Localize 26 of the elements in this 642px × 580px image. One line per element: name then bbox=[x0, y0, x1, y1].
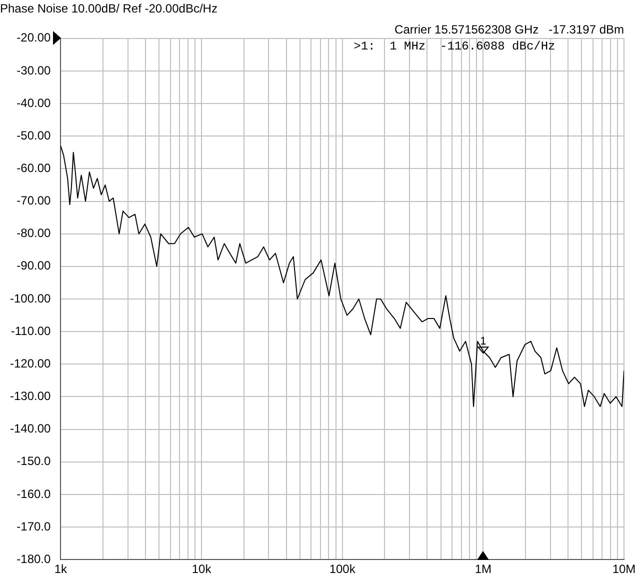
x-tick-label: 10k bbox=[192, 562, 212, 576]
y-tick-label: -30.00 bbox=[16, 63, 52, 78]
y-tick-label: -170.0 bbox=[16, 519, 52, 534]
x-tick-label: 100k bbox=[329, 562, 356, 576]
y-tick-label: -140.00 bbox=[10, 422, 52, 436]
text: Carrier 15.571562308 GHz -17.3197 dBm bbox=[394, 22, 624, 37]
annotation: 1 bbox=[480, 336, 486, 348]
y-tick-label: -160.0 bbox=[16, 486, 52, 501]
y-tick-label: -120.00 bbox=[10, 356, 52, 370]
y-tick-label: -40.00 bbox=[16, 96, 52, 110]
y-tick-label: -180.0 bbox=[16, 552, 52, 566]
y-tick-label: -150.0 bbox=[16, 454, 52, 468]
x-tick-label: 1M bbox=[474, 562, 492, 576]
y-tick-label: -130.00 bbox=[10, 389, 52, 404]
annotation: >1: 1 MHz -116.6088 dBc/Hz bbox=[354, 40, 556, 54]
y-tick-label: -50.00 bbox=[16, 128, 52, 142]
chart-title: Phase Noise 10.00dB/ Ref -20.00dBc/Hz bbox=[0, 2, 218, 16]
y-tick-label: -20.00 bbox=[16, 30, 52, 45]
y-tick-label: -110.00 bbox=[10, 324, 52, 338]
y-tick-label: -90.00 bbox=[16, 258, 52, 273]
y-tick-label: -70.00 bbox=[16, 194, 52, 208]
y-tick-label: -60.00 bbox=[16, 161, 52, 176]
x-tick-label: 10M bbox=[612, 562, 636, 576]
y-tick-label: -100.00 bbox=[10, 291, 52, 306]
x-tick-label: 1k bbox=[54, 562, 68, 576]
y-tick-label: -80.00 bbox=[16, 226, 52, 240]
